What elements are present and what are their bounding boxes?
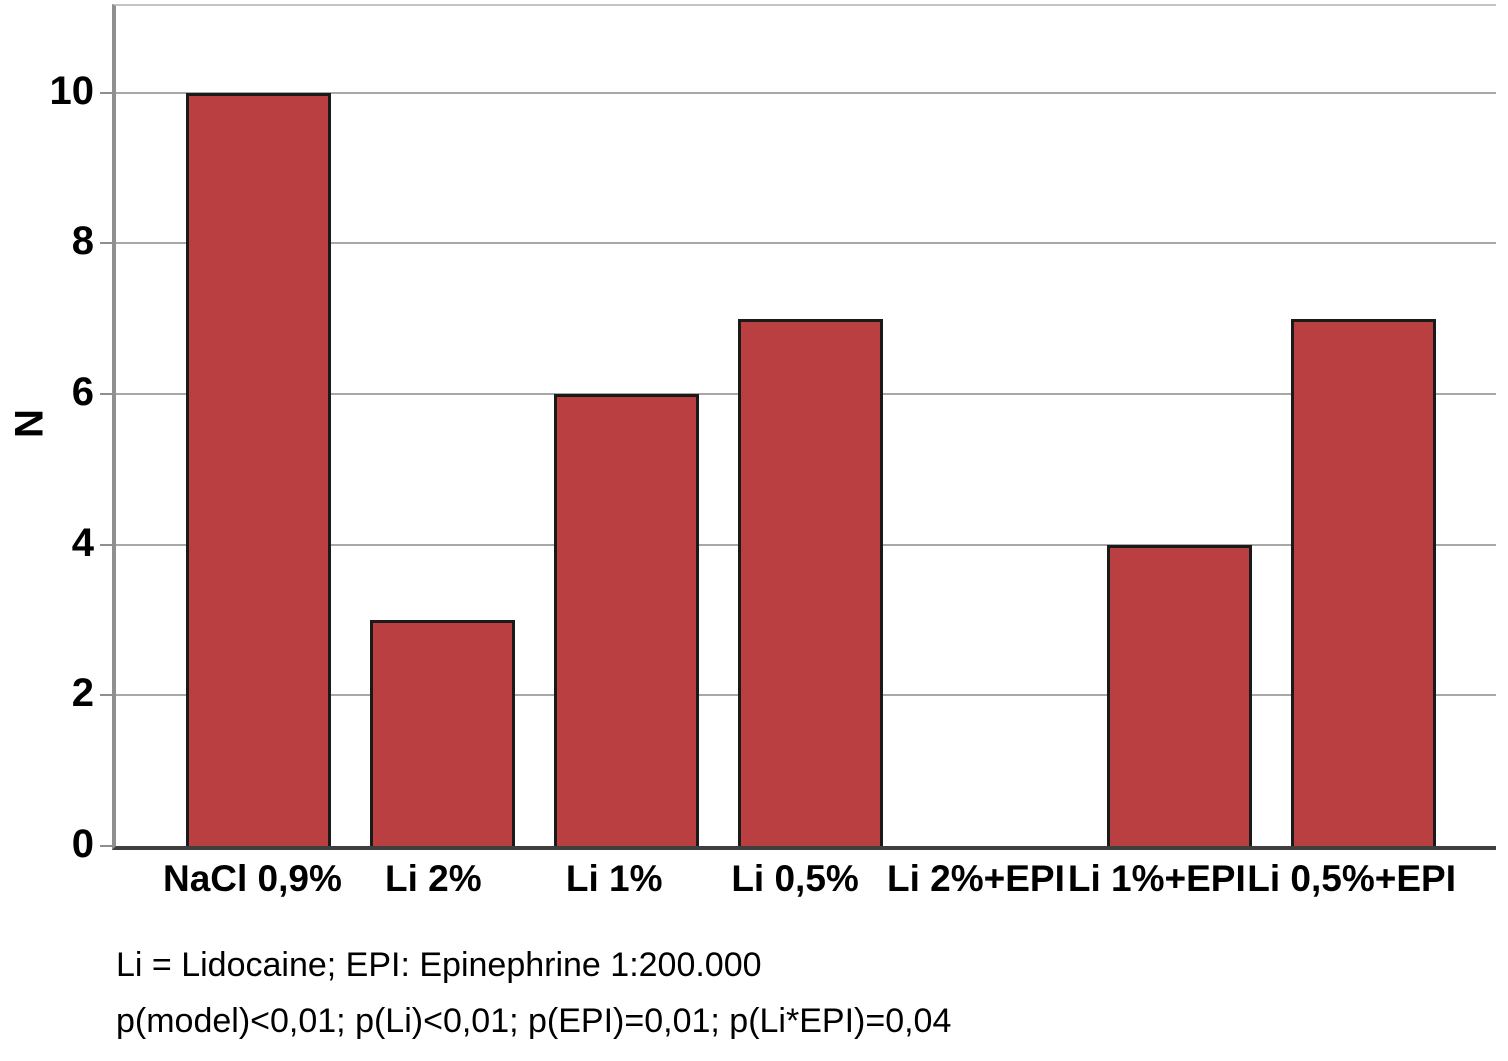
x-axis-label: Li 0,5%+EPI: [1247, 858, 1456, 899]
bar: [185, 92, 331, 846]
y-tick-mark: [100, 392, 112, 395]
y-tick-label: 4: [71, 520, 94, 565]
bars-row: [116, 6, 1496, 846]
bar-slot: [1272, 6, 1456, 846]
x-axis-labels: NaCl 0,9% Li 2% Li 1% Li 0,5% Li 2%+EPI Li 1%…: [112, 858, 1496, 900]
y-tick-mark: [100, 91, 112, 94]
y-tick-label: 8: [71, 219, 94, 264]
bar-slot: [903, 6, 1087, 846]
footnote-pvalues: p(model)<0,01; p(Li)<0,01; p(EPI)=0,01; …: [116, 1002, 952, 1040]
y-tick-label: 6: [71, 369, 94, 414]
gridline: [116, 242, 1496, 245]
bar-slot: [719, 6, 903, 846]
bar-slot: [535, 6, 719, 846]
footnote-abbreviations: Li = Lidocaine; EPI: Epinephrine 1:200.0…: [116, 946, 762, 984]
bar: [369, 620, 515, 846]
y-tick-mark: [100, 845, 112, 847]
bar: [1291, 318, 1437, 846]
bar-slot: [166, 6, 350, 846]
bar-slot: [350, 6, 534, 846]
bar: [1107, 544, 1253, 846]
x-axis-label: Li 1%: [565, 858, 663, 899]
x-axis-label: Li 2%+EPI: [886, 858, 1065, 899]
x-axis-label: Li 1%+EPI: [1067, 858, 1246, 899]
x-axis-label: Li 0,5%: [731, 858, 859, 899]
y-tick-mark: [100, 694, 112, 697]
y-tick-mark: [100, 242, 112, 245]
y-tick-mark: [100, 543, 112, 546]
y-tick-labels: 0 2 4 6 8 10: [0, 4, 100, 864]
bar-slot: [1087, 6, 1271, 846]
y-tick-label: 0: [71, 822, 94, 866]
y-tick-label: 2: [71, 671, 94, 716]
bar: [554, 393, 700, 846]
plot-area: [100, 4, 1496, 850]
x-axis-label: NaCl 0,9%: [162, 858, 342, 899]
gridline: [116, 91, 1496, 94]
bar: [738, 318, 884, 846]
x-axis-label: Li 2%: [384, 858, 482, 899]
y-tick-label: 10: [49, 68, 95, 113]
